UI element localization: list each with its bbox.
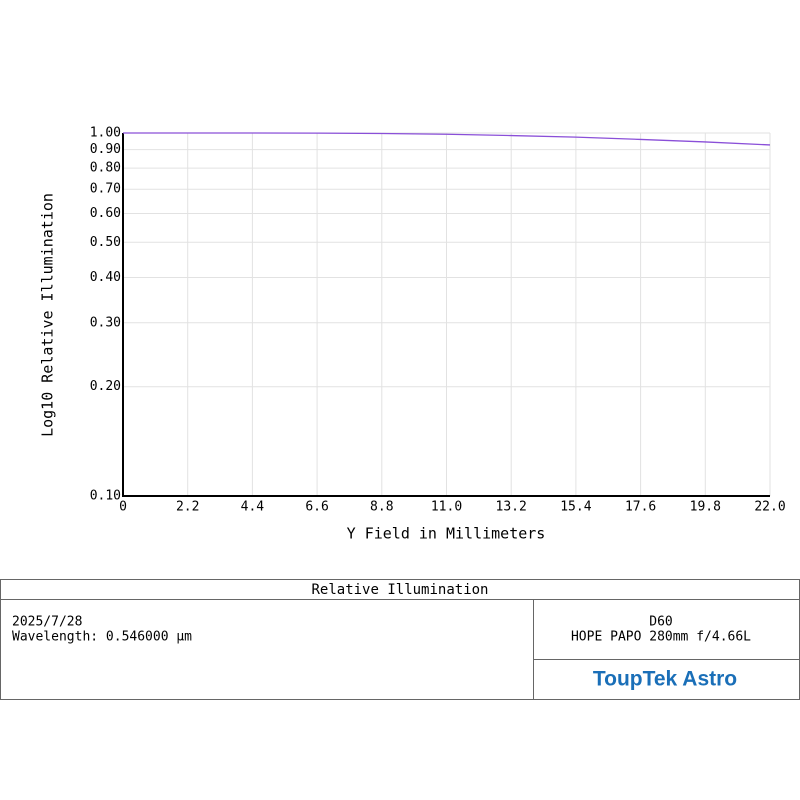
footer-title: Relative Illumination: [311, 582, 488, 598]
y-tick-label: 0.80: [90, 161, 121, 176]
x-tick-label: 11.0: [431, 500, 462, 515]
y-tick-label: 1.00: [90, 126, 121, 141]
x-tick-label: 2.2: [176, 500, 199, 515]
y-axis-label: Log10 Relative Illumination: [39, 193, 57, 437]
logo: ToupTek Astro: [593, 668, 737, 691]
series-line: [123, 132, 771, 146]
x-tick-label: 6.6: [305, 500, 328, 515]
x-axis-label: Y Field in Millimeters: [347, 525, 546, 543]
x-tick-label: 17.6: [625, 500, 656, 515]
x-tick-label: 19.8: [690, 500, 721, 515]
y-tick-label: 0.40: [90, 270, 121, 285]
y-tick-label: 0.30: [90, 315, 121, 330]
y-tick-label: 0.60: [90, 206, 121, 221]
footer-wavelength: Wavelength: 0.546000 µm: [12, 630, 192, 645]
y-tick-label: 0.20: [90, 379, 121, 394]
y-tick-label: 0.50: [90, 235, 121, 250]
y-tick-label: 0.90: [90, 142, 121, 157]
y-tick-label: 0.10: [90, 489, 121, 504]
x-tick-label: 8.8: [370, 500, 393, 515]
footer-date: 2025/7/28: [12, 615, 82, 630]
x-tick-label: 4.4: [241, 500, 265, 515]
x-tick-label: 0: [119, 500, 127, 515]
footer-lens: HOPE PAPO 280mm f/4.66L: [571, 630, 751, 645]
y-tick-label: 0.70: [90, 182, 121, 197]
x-tick-label: 22.0: [754, 500, 785, 515]
x-tick-label: 13.2: [496, 500, 527, 515]
x-tick-label: 15.4: [560, 500, 591, 515]
footer-name: D60: [649, 615, 672, 630]
